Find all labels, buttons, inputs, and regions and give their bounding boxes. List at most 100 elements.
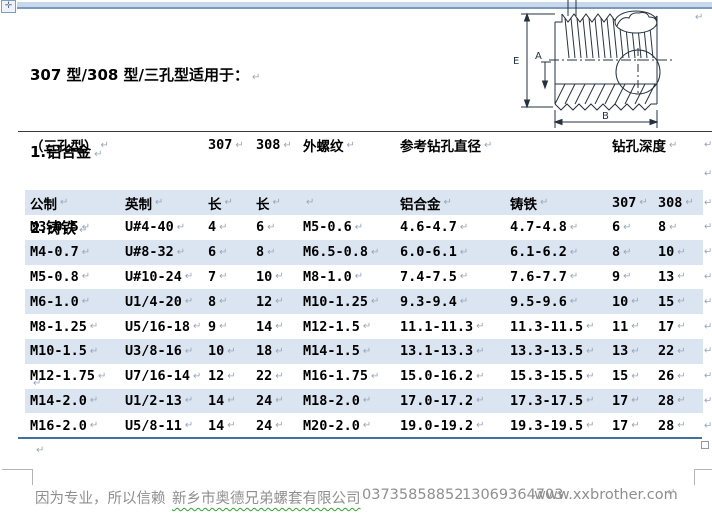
row-end-mark: ↵	[704, 139, 712, 151]
paragraph-mark: ↵	[677, 395, 686, 407]
table-cell: 12 ↵	[208, 368, 236, 385]
table-cell: 9 ↵	[612, 268, 632, 285]
row-end-mark: ↵	[704, 271, 712, 283]
paragraph-mark: ↵	[94, 148, 103, 160]
table-cell: 26 ↵	[658, 368, 686, 385]
caption-308: 308 ↵	[256, 137, 292, 153]
table-cell: 8 ↵	[208, 293, 228, 310]
table-move-handle-icon[interactable]: ✛	[1, 0, 16, 13]
table-cell: U#10-24 ↵	[125, 268, 194, 285]
paragraph-mark: ↵	[677, 246, 686, 258]
paragraph-mark: ↵	[586, 395, 595, 407]
table-cell: 8 ↵	[612, 244, 632, 261]
threaded-insert-drawing: E A B	[513, 0, 673, 128]
table-cell: 9.5-9.6 ↵	[510, 293, 579, 310]
table-cell: 13.3-13.5 ↵	[510, 343, 595, 360]
paragraph-mark: ↵	[275, 296, 284, 308]
table-cell: 10 ↵	[612, 293, 640, 310]
paragraph-mark: ↵	[89, 321, 99, 333]
paragraph-mark: ↵	[184, 271, 194, 283]
header-cell: 长 ↵	[256, 196, 281, 213]
paragraph-mark: ↵	[677, 370, 686, 382]
table-cell: M4-0.7 ↵	[30, 244, 91, 261]
paragraph-mark: ↵	[677, 296, 686, 308]
paragraph-mark: ↵	[184, 395, 194, 407]
paragraph-mark: ↵	[36, 445, 45, 456]
header-cell: 英制 ↵	[125, 196, 164, 213]
paragraph-mark: ↵	[631, 420, 640, 432]
table-cell: M12-1.75 ↵	[30, 368, 107, 385]
paragraph-mark: ↵	[631, 370, 640, 382]
paragraph-mark: ↵	[569, 221, 579, 233]
paragraph-mark: ↵	[33, 378, 42, 389]
paragraph-mark: ↵	[362, 345, 372, 357]
paragraph-mark: ↵	[224, 197, 233, 208]
paragraph-mark: ↵	[586, 345, 595, 357]
table-bottom-border	[18, 437, 702, 439]
header-cell: 铸铁 ↵	[510, 196, 549, 213]
table-cell: M5-0.6 ↵	[303, 219, 364, 236]
paragraph-mark: ↵	[677, 345, 686, 357]
paragraph-mark: ↵	[631, 321, 640, 333]
paragraph-mark: ↵	[184, 296, 194, 308]
table-cell: 9.3-9.4 ↵	[400, 293, 469, 310]
table-cell: 13 ↵	[658, 268, 686, 285]
table-cell: 28 ↵	[658, 392, 686, 409]
table-row: M5-0.8 ↵ U#10-24 ↵ 7 ↵ 10 ↵ M8-1.0 ↵ 7.4-7.5 ↵ 7.6-7…	[25, 265, 712, 290]
table-cell: U#8-32 ↵	[125, 244, 186, 261]
table-top-border	[18, 131, 712, 132]
paragraph-mark: ↵	[227, 345, 236, 357]
paragraph-mark: ↵	[227, 420, 236, 432]
paragraph-mark: ↵	[193, 370, 202, 382]
paragraph-mark: ↵	[476, 420, 485, 432]
paragraph-mark: ↵	[275, 271, 284, 283]
paragraph-mark: ↵	[89, 395, 99, 407]
header-cell: 307 ↵	[612, 194, 648, 211]
table-resize-handle[interactable]	[701, 441, 709, 449]
paragraph-mark: ↵	[459, 271, 469, 283]
table-cell: 12 ↵	[256, 293, 284, 310]
row-end-mark: ↵	[704, 321, 712, 333]
table-cell: 14 ↵	[208, 392, 236, 409]
table-cell: 6 ↵	[256, 219, 276, 236]
paragraph-mark: ↵	[227, 370, 236, 382]
row-end-mark: ↵	[704, 168, 712, 180]
table-cell: 13 ↵	[612, 343, 640, 360]
detail-cloud	[614, 10, 658, 34]
paragraph-mark: ↵	[362, 420, 372, 432]
table-cell: 11.1-11.3 ↵	[400, 318, 485, 335]
doc-title: 307 型/308 型/三孔型适用于： ↵	[30, 66, 261, 84]
paragraph-mark: ↵	[631, 345, 640, 357]
table-empty-row: ↵	[25, 158, 712, 190]
dimension-e: E	[513, 12, 555, 109]
table-cell: 10 ↵	[658, 244, 686, 261]
paragraph-mark: ↵	[98, 370, 107, 382]
paragraph-mark: ↵	[586, 370, 595, 382]
paragraph-mark: ↵	[639, 197, 648, 208]
paragraph-mark: ↵	[235, 139, 244, 151]
paragraph-mark: ↵	[219, 246, 228, 258]
row-end-mark: ↵	[704, 370, 712, 382]
paragraph-mark: ↵	[81, 221, 91, 233]
table-cell: M14-1.5 ↵	[303, 343, 372, 360]
row-end-mark: ↵	[704, 420, 712, 432]
paragraph-mark: ↵	[283, 139, 292, 151]
table-cell: M6-1.0 ↵	[30, 293, 91, 310]
table-row: M8-1.25 ↵ U5/16-18 ↵ 9 ↵ 14 ↵ M12-1.5 ↵ 11.1-11.3 ↵…	[25, 314, 712, 339]
paragraph-mark: ↵	[89, 420, 99, 432]
paragraph-mark: ↵	[476, 370, 485, 382]
caption-type: （三孔型） ↵	[30, 139, 109, 155]
table-header-row: 公制 ↵ 英制 ↵ 长 ↵ 长 ↵ ↵ 铝合金 ↵ 铸铁 ↵ 307 ↵ 308 ↵ ↵	[25, 190, 712, 215]
table-cell: M8-1.0 ↵	[303, 268, 364, 285]
table-cell: 8 ↵	[256, 244, 276, 261]
paragraph-mark: ↵	[60, 197, 69, 208]
paragraph-mark: ↵	[219, 271, 228, 283]
table-cell: M10-1.25 ↵	[303, 293, 380, 310]
table-cell: 18 ↵	[256, 343, 284, 360]
paragraph-mark: ↵	[677, 420, 686, 432]
caption-depth: 钻孔深度 ↵	[612, 139, 678, 155]
paragraph-mark: ↵	[476, 395, 485, 407]
paragraph-mark: ↵	[677, 321, 686, 333]
paragraph-mark: ↵	[623, 221, 632, 233]
